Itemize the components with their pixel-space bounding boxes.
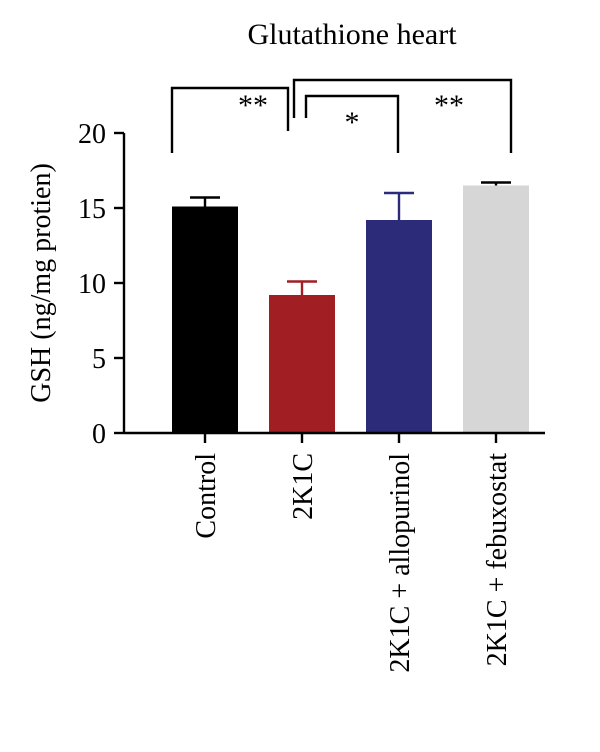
y-tick-label: 15 [78, 194, 106, 225]
category-label-1: Control [191, 453, 222, 539]
error-bar-3 [384, 191, 414, 220]
y-tick-label: 5 [92, 344, 106, 375]
error-bars [190, 181, 511, 295]
error-bar-1 [190, 196, 220, 207]
bar-2 [269, 295, 335, 433]
bars [172, 185, 529, 433]
y-tick-label: 20 [78, 119, 106, 150]
y-tick-label: 0 [92, 419, 106, 450]
bar-1 [172, 206, 238, 433]
significance-label: ** [238, 89, 268, 122]
significance-label: * [345, 106, 360, 139]
bar-4 [463, 185, 529, 433]
x-axis [124, 431, 545, 443]
category-labels: Control 2K1C 2K1C + allopurinol 2K1C + febu… [191, 453, 513, 673]
error-bar-2 [287, 280, 317, 295]
significance-bracket-2: * [304, 94, 400, 153]
y-axis: 0 5 10 15 20 [78, 119, 126, 450]
significance-bracket-3: ** [292, 78, 513, 153]
y-axis-label: GSH (ng/mg protien) [26, 163, 57, 403]
significance-brackets: ***** [170, 78, 513, 153]
bar-3 [366, 220, 432, 433]
category-label-2: 2K1C [288, 453, 319, 520]
error-bar-4 [481, 181, 511, 186]
category-label-4: 2K1C + febuxostat [482, 453, 513, 667]
chart-title: Glutathione heart [247, 18, 457, 51]
y-tick-label: 10 [78, 269, 106, 300]
significance-label: ** [434, 89, 464, 122]
significance-bracket-1: ** [170, 86, 290, 153]
category-label-3: 2K1C + allopurinol [385, 453, 416, 673]
